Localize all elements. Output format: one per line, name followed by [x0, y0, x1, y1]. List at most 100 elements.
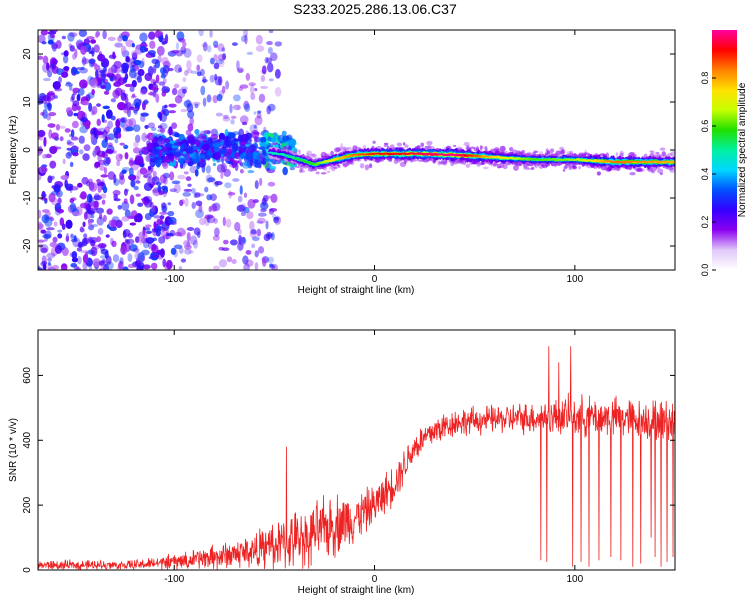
spectrogram-blob: [130, 95, 137, 99]
spectrogram-blob: [244, 34, 248, 45]
spectrogram-blob: [216, 163, 226, 173]
spectrogram-blob: [151, 254, 160, 258]
spectrogram-blob: [249, 159, 254, 167]
spectrogram-blob: [55, 123, 61, 131]
spectrogram-halo: [410, 158, 417, 162]
spectrogram-blob: [90, 246, 98, 257]
spectrogram-blob: [124, 83, 133, 88]
spectrogram-halo: [310, 153, 316, 157]
spectrogram-blob: [148, 92, 154, 96]
spectrogram-blob: [132, 147, 141, 154]
spectrogram-blob: [137, 202, 144, 207]
spectrogram-blob: [180, 46, 187, 53]
spectrogram-blob: [55, 146, 62, 150]
spectrogram-blob: [41, 165, 47, 174]
spectrogram-halo: [560, 149, 566, 155]
spectrogram-blob: [180, 108, 188, 113]
spectrogram-blob: [115, 119, 121, 129]
spectrogram-blob: [168, 110, 177, 114]
spectrogram-blob: [139, 45, 147, 53]
spectrogram-y-tick-label: -10: [22, 190, 33, 205]
spectrogram-blob: [285, 134, 293, 141]
spectrogram-blob: [134, 260, 142, 267]
spectrogram-blob: [124, 72, 129, 81]
spectrogram-blob: [204, 218, 210, 227]
spectrogram-halo: [596, 171, 602, 176]
spectrogram-blob: [250, 228, 257, 235]
spectrogram-halo: [283, 161, 288, 165]
spectrogram-blob: [125, 118, 134, 128]
spectrogram-blob: [97, 184, 102, 193]
spectrogram-blob: [266, 195, 272, 199]
spectrogram-blob: [121, 200, 130, 211]
spectrogram-blob: [85, 94, 91, 102]
spectrogram-blob: [90, 39, 97, 44]
spectrogram-blob: [65, 151, 72, 159]
spectrogram-blob: [265, 220, 269, 230]
spectrogram-blob: [111, 240, 117, 248]
spectrogram-blob: [48, 192, 56, 203]
spectrogram-halo: [659, 147, 666, 151]
spectrogram-halo: [404, 158, 407, 165]
spectrogram-halo: [444, 160, 449, 164]
spectrogram-blob: [229, 157, 234, 163]
spectrogram-blob: [208, 205, 212, 213]
spectrogram-halo: [496, 163, 500, 167]
spectrogram-blob: [150, 78, 156, 83]
spectrogram-blob: [142, 100, 150, 104]
spectrogram-blob: [118, 260, 124, 270]
spectrogram-blob: [227, 148, 233, 156]
spectrogram-blob: [47, 39, 54, 45]
spectrogram-y-tick-label: 0: [22, 147, 33, 153]
spectrogram-blob: [97, 159, 107, 166]
spectrogram-blob: [81, 56, 87, 66]
spectrogram-blob: [77, 88, 85, 96]
spectrogram-blob: [114, 42, 123, 48]
spectrogram-blob: [264, 56, 269, 64]
spectrogram-halo: [463, 141, 470, 147]
spectrogram-blob: [138, 236, 144, 245]
spectrogram-blob: [120, 116, 128, 124]
spectrogram-blob: [61, 223, 66, 230]
spectrogram-blob: [250, 92, 256, 100]
spectrogram-blob: [270, 52, 278, 61]
spectrogram-blob: [182, 160, 192, 164]
spectrogram-blob: [231, 143, 239, 152]
spectrogram-halo: [340, 143, 344, 149]
spectrogram-blob: [145, 169, 152, 176]
spectrogram-blob: [45, 153, 52, 159]
spectrogram-blob: [163, 156, 170, 161]
spectrogram-blob: [274, 41, 282, 47]
spectrogram-blob: [155, 93, 160, 103]
spectrogram-blob: [87, 207, 96, 215]
spectrogram-blob: [78, 79, 88, 89]
spectrogram-blob: [250, 130, 260, 139]
spectrogram-blob: [63, 65, 70, 71]
spectrogram-blob: [49, 145, 58, 154]
spectrogram-blob: [227, 191, 236, 196]
spectrogram-blob: [218, 76, 223, 86]
spectrogram-blob: [57, 197, 62, 205]
spectrogram-blob: [230, 119, 235, 125]
spectrogram-blob: [93, 200, 99, 211]
spectrogram-blob: [129, 194, 135, 205]
spectrogram-halo: [629, 172, 636, 176]
spectrogram-blob: [212, 202, 221, 212]
spectrogram-blob: [165, 259, 173, 270]
spectrogram-blob: [245, 152, 254, 161]
spectrogram-blob: [119, 33, 123, 39]
spectrogram-blob: [246, 51, 254, 56]
spectrogram-blob: [201, 43, 208, 48]
spectrogram-blob: [80, 191, 87, 200]
spectrogram-blob: [93, 195, 103, 201]
spectrogram-blob: [107, 133, 116, 141]
spectrogram-blob: [202, 143, 211, 151]
spectrogram-blob: [70, 96, 75, 103]
spectrogram-blob: [180, 199, 185, 205]
spectrogram-blob: [88, 46, 92, 55]
spectrogram-blob: [178, 247, 184, 255]
spectrogram-halo: [378, 159, 385, 162]
spectrogram-blob: [161, 41, 168, 45]
spectrogram-blob: [114, 138, 119, 144]
spectrogram-blob: [80, 101, 88, 105]
